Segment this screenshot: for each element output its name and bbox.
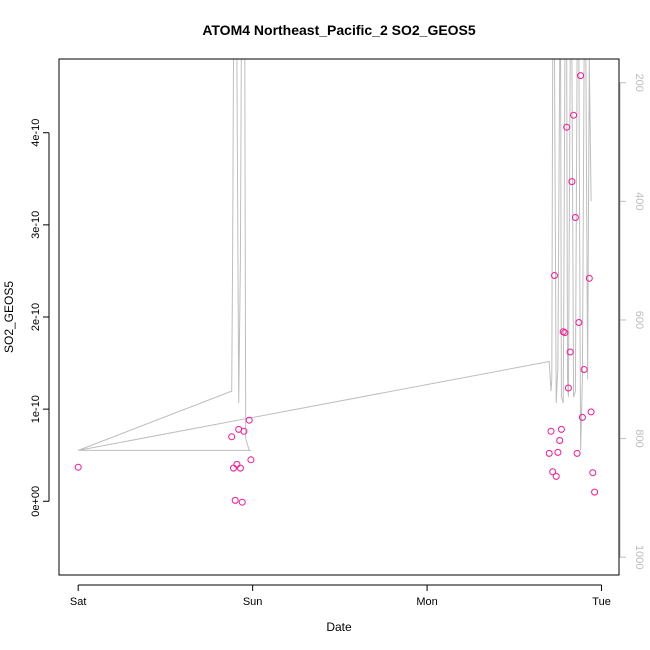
y2-tick-label: 200: [633, 74, 645, 92]
data-point: [591, 488, 599, 496]
data-point: [589, 469, 597, 477]
data-point: [549, 468, 557, 476]
data-point: [573, 449, 581, 457]
x-tick-label: Mon: [416, 596, 437, 608]
data-point: [231, 496, 239, 504]
data-point: [570, 111, 578, 119]
data-point: [585, 274, 593, 282]
y-axis: 0e+00 1e-10 2e-10 3e-10 4e-10: [30, 119, 50, 517]
y-tick-label: 1e-10: [30, 395, 42, 423]
series-line: [78, 59, 592, 451]
data-point: [230, 464, 237, 472]
y2-axis: 200 400 600 800 1000: [619, 74, 645, 569]
data-point: [247, 456, 255, 464]
plot-area: [58, 58, 620, 576]
y-tick-label: 0e+00: [30, 486, 42, 517]
data-point: [74, 463, 82, 471]
x-axis-label: Date: [326, 620, 352, 634]
data-point: [559, 328, 567, 336]
x-axis: Sat Sun Mon Tue: [70, 584, 611, 608]
data-point: [245, 416, 253, 424]
data-point: [564, 384, 572, 392]
x-tick-label: Sun: [243, 596, 263, 608]
data-point: [556, 437, 564, 444]
data-point: [561, 329, 569, 337]
data-point: [547, 427, 555, 435]
y-axis-label: SO2_GEOS5: [2, 281, 16, 353]
x-tick-label: Tue: [592, 596, 611, 608]
data-point: [563, 123, 571, 131]
data-point: [236, 464, 244, 472]
y-tick-label: 2e-10: [30, 303, 42, 331]
y2-tick-label: 1000: [633, 545, 645, 569]
data-point: [228, 433, 236, 441]
data-point: [575, 319, 583, 326]
y2-tick-label: 800: [633, 429, 645, 447]
plot-frame: [58, 58, 620, 576]
chart-title: ATOM4 Northeast_Pacific_2 SO2_GEOS5: [202, 22, 476, 38]
data-point: [587, 408, 595, 416]
data-point: [571, 214, 579, 221]
y2-tick-label: 400: [633, 192, 645, 210]
points-layer: [74, 72, 599, 506]
data-point: [551, 272, 558, 279]
data-point: [552, 472, 560, 480]
data-point: [238, 498, 246, 506]
y2-tick-label: 600: [633, 311, 645, 329]
y-tick-label: 4e-10: [30, 119, 42, 147]
data-point: [568, 178, 576, 186]
line-layer: [78, 59, 592, 451]
x-tick-label: Sat: [70, 596, 87, 608]
data-point: [240, 427, 248, 435]
data-point: [554, 448, 562, 456]
data-point: [577, 72, 585, 80]
data-point: [580, 366, 588, 373]
data-point: [545, 449, 553, 457]
data-point: [566, 348, 574, 356]
data-point: [557, 425, 565, 433]
y-tick-label: 3e-10: [30, 211, 42, 239]
data-point: [578, 413, 586, 421]
data-point: [233, 460, 241, 468]
